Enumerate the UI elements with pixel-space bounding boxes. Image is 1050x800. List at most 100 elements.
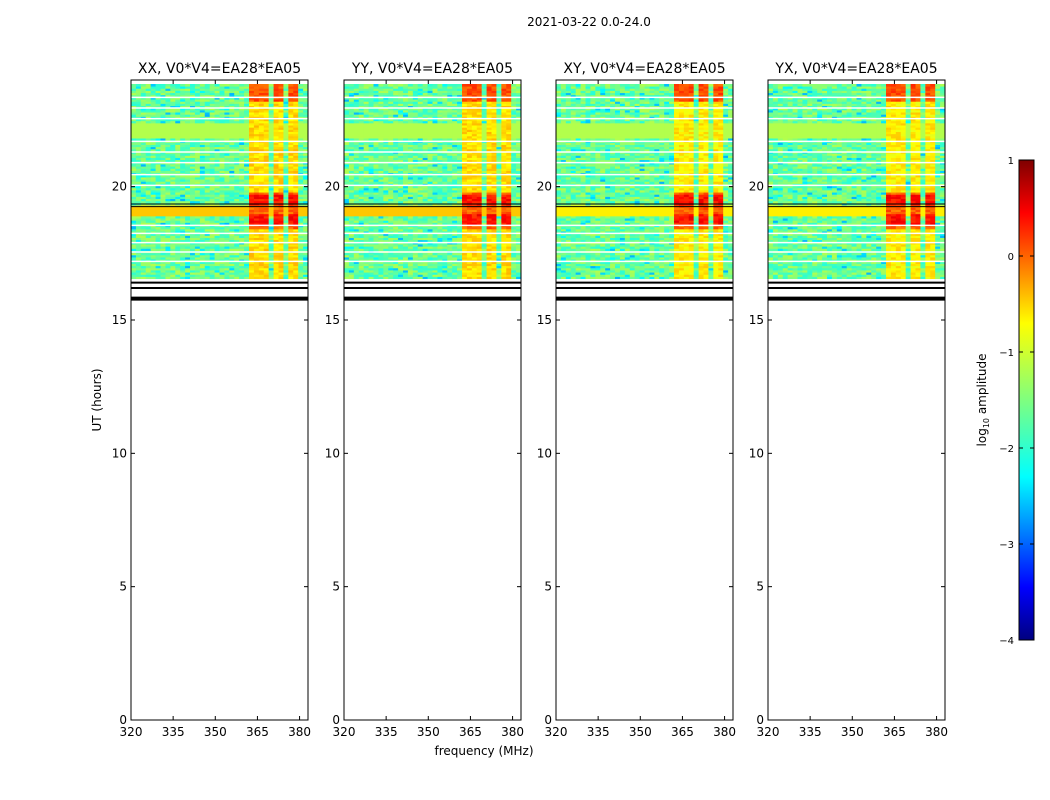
heatmap-cell [466, 211, 473, 215]
heatmap-cell [175, 153, 181, 156]
heatmap-cell [209, 231, 215, 234]
heatmap-cell [358, 276, 365, 280]
heatmap-cell [180, 207, 186, 210]
heatmap-cell [268, 261, 274, 264]
heatmap-cell [412, 226, 419, 230]
heatmap-cell [150, 164, 156, 167]
heatmap-cell [263, 218, 270, 221]
heatmap-cell [268, 133, 274, 137]
heatmap-cell [268, 159, 274, 163]
heatmap-cell [204, 148, 211, 152]
heatmap-cell [293, 129, 299, 132]
heatmap-cell [175, 107, 181, 111]
heatmap-cell [263, 146, 270, 150]
heatmap-cell [511, 276, 517, 280]
heatmap-cell [283, 86, 289, 89]
heatmap-cell [263, 252, 270, 256]
heatmap-cell [288, 146, 294, 150]
heatmap-cell [452, 226, 458, 230]
heatmap-cell [249, 254, 255, 258]
heatmap-cell [258, 187, 265, 191]
heatmap-cell [462, 259, 468, 262]
heatmap-cell [175, 144, 181, 148]
heatmap-cell [140, 272, 147, 275]
heatmap-cell [150, 246, 156, 249]
heatmap-cell [239, 233, 245, 236]
heatmap-cell [224, 166, 230, 169]
heatmap-cell [511, 198, 517, 202]
heatmap-cell [344, 263, 350, 267]
heatmap-cell [368, 174, 374, 178]
heatmap-cell [194, 194, 201, 197]
heatmap-cell [135, 135, 142, 139]
heatmap-cell [283, 218, 289, 221]
heatmap-cell [165, 135, 171, 139]
heatmap-cell [165, 159, 171, 163]
heatmap-cell [344, 257, 350, 260]
heatmap-cell [353, 244, 360, 247]
heatmap-cell [373, 257, 379, 260]
heatmap-cell [288, 125, 294, 128]
heatmap-cell [160, 112, 166, 115]
heatmap-cell [506, 274, 512, 277]
heatmap-cell [258, 265, 265, 269]
heatmap-cell [273, 237, 279, 241]
heatmap-cell [496, 215, 502, 219]
heatmap-cell [398, 220, 404, 223]
heatmap-cell [180, 174, 186, 178]
heatmap-cell [155, 226, 161, 230]
heatmap-cell [229, 157, 235, 161]
heatmap-cell [150, 270, 156, 273]
heatmap-cell [363, 174, 369, 178]
heatmap-cell [378, 211, 384, 215]
heatmap-cell [288, 92, 294, 96]
heatmap-cell [234, 118, 240, 122]
heatmap-cell [353, 252, 360, 256]
heatmap-cell [185, 94, 191, 98]
heatmap-cell [244, 235, 250, 238]
heatmap-cell [344, 246, 350, 249]
heatmap-cell [229, 174, 235, 178]
heatmap-cell [422, 272, 428, 275]
heatmap-cell [516, 259, 522, 262]
heatmap-cell [160, 265, 166, 269]
heatmap-cell [199, 187, 206, 191]
heatmap-cell [135, 90, 142, 94]
heatmap-cell [344, 209, 350, 213]
heatmap-cell [278, 228, 284, 232]
heatmap-cell [135, 105, 142, 109]
heatmap-cell [199, 118, 206, 122]
heatmap-cell [258, 153, 265, 156]
heatmap-cell [383, 276, 389, 280]
heatmap-cell [283, 84, 289, 87]
heatmap-cell [204, 270, 211, 273]
heatmap-cell [194, 142, 201, 145]
heatmap-cell [155, 244, 161, 247]
heatmap-cell [398, 192, 404, 195]
heatmap-cell [368, 246, 374, 249]
heatmap-cell [135, 254, 142, 258]
heatmap-cell [199, 120, 206, 124]
heatmap-cell [388, 244, 394, 247]
heatmap-cell [403, 187, 409, 191]
heatmap-cell [258, 96, 265, 100]
heatmap-cell [373, 194, 379, 197]
heatmap-cell [253, 267, 260, 271]
heatmap-cell [185, 200, 191, 204]
heatmap-cell [190, 99, 196, 102]
heatmap-cell [229, 270, 235, 273]
heatmap-cell [491, 272, 497, 275]
heatmap-cell [155, 189, 161, 193]
heatmap-cell [214, 222, 220, 225]
heatmap-cell [180, 200, 186, 204]
heatmap-cell [165, 235, 171, 238]
heatmap-cell [437, 196, 443, 200]
heatmap-cell [491, 220, 497, 223]
heatmap-cell [204, 103, 211, 107]
heatmap-cell [486, 244, 492, 247]
heatmap-cell [249, 125, 255, 128]
heatmap-cell [155, 133, 161, 137]
heatmap-cell [185, 272, 191, 275]
heatmap-cell [462, 218, 468, 221]
heatmap-cell [273, 200, 279, 204]
